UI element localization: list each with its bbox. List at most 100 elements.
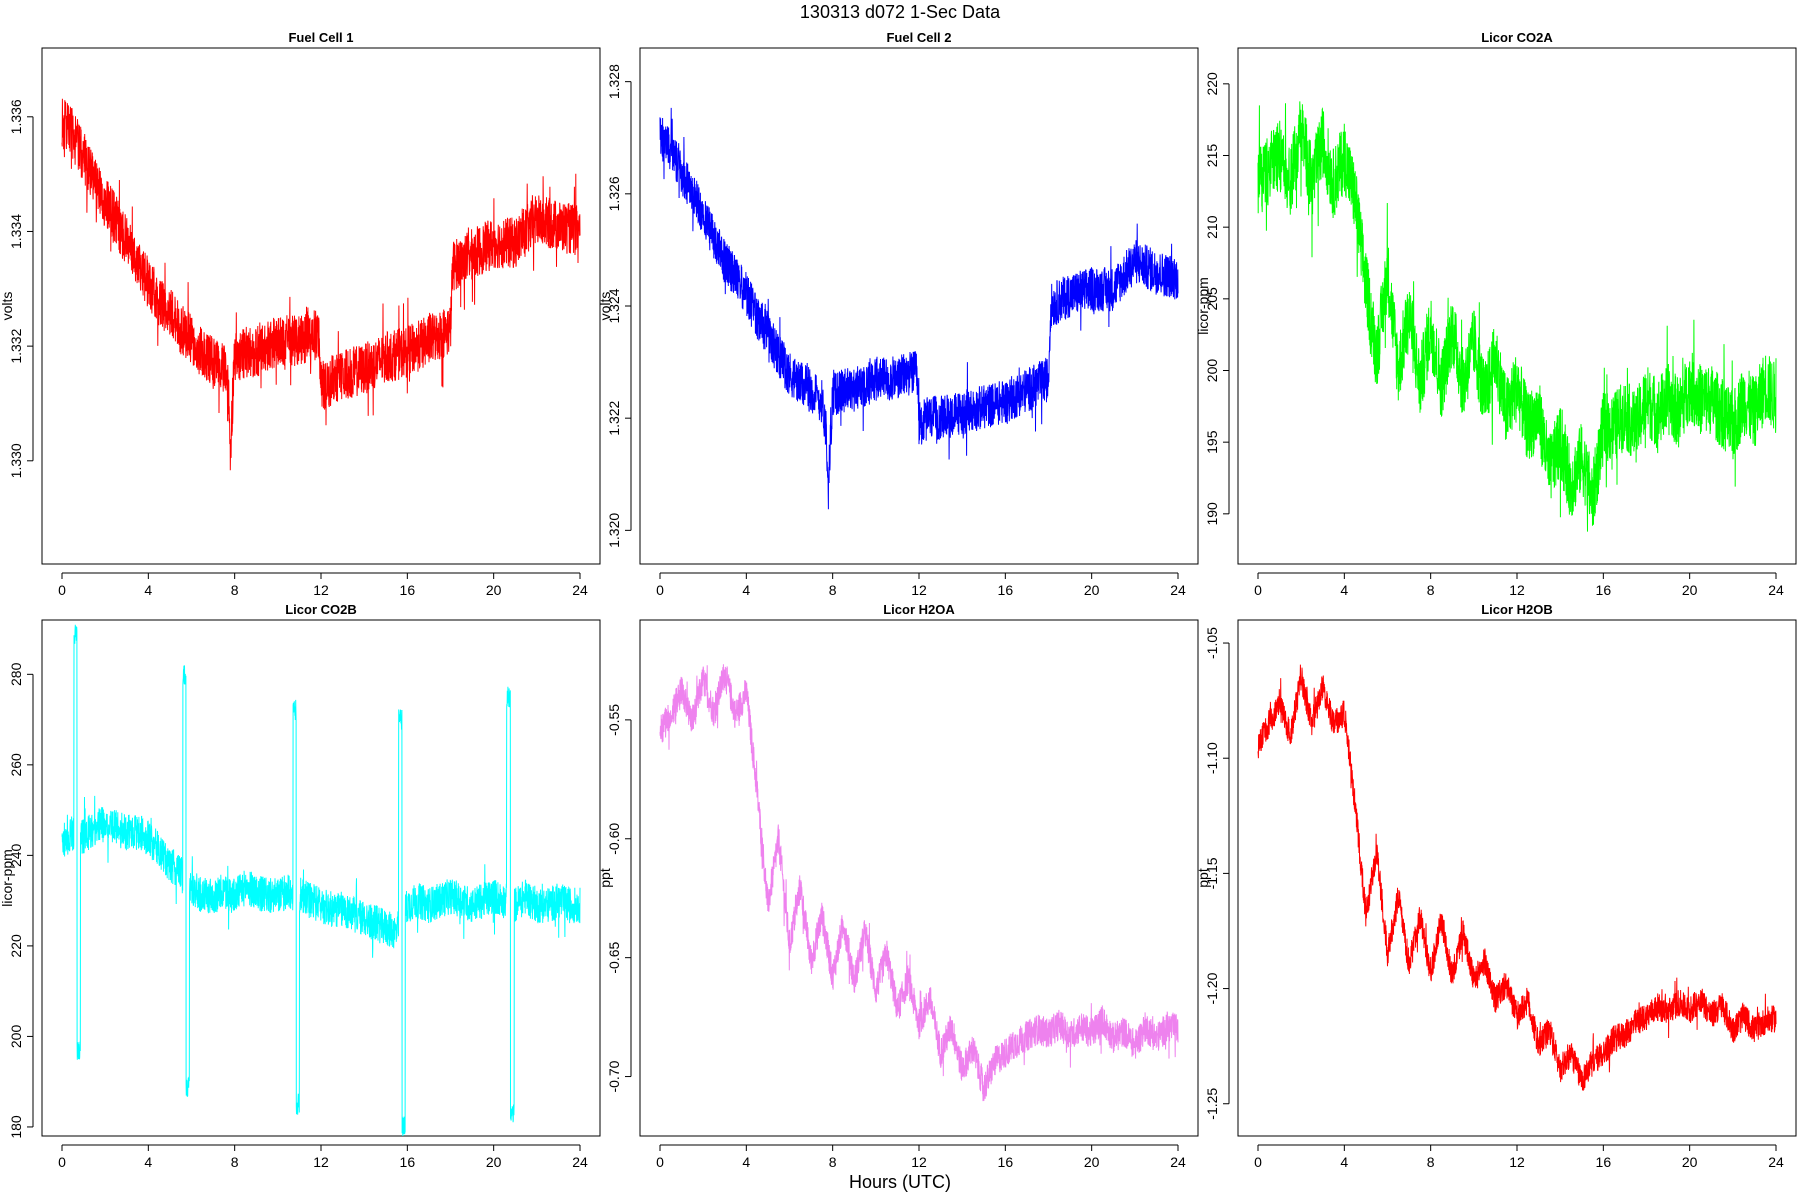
y-tick-label: 1.320	[606, 513, 622, 548]
plot-frame	[1237, 619, 1797, 1137]
x-tick-label: 12	[911, 582, 927, 598]
y-axis-label: volts	[597, 292, 613, 321]
panel-title: Licor CO2B	[285, 602, 357, 617]
x-tick-label: 24	[1768, 1154, 1784, 1170]
x-tick-label: 4	[1340, 1154, 1348, 1170]
x-tick-label: 16	[1596, 582, 1612, 598]
x-tick-label: 20	[1084, 582, 1100, 598]
y-axis-label: licor-ppm	[1195, 277, 1211, 335]
panel-licor-co2b: Licor CO2B licor-ppm 0 4 8 12 16 20 24 180 200 220 2…	[0, 602, 601, 1170]
x-tick-label: 8	[1427, 1154, 1435, 1170]
y-tick-label: -1.05	[1204, 627, 1220, 659]
y-tick-label: 1.330	[8, 443, 24, 478]
plot-frame	[41, 47, 601, 565]
x-tick-label: 4	[144, 1154, 152, 1170]
x-tick-label: 16	[400, 1154, 416, 1170]
plot-frame	[639, 47, 1199, 565]
y-tick-label: 1.328	[606, 64, 622, 99]
panel-title: Fuel Cell 2	[886, 30, 951, 45]
plot-frame	[1237, 47, 1797, 565]
x-tick-label: 24	[1170, 582, 1186, 598]
y-tick-label: 1.334	[8, 214, 24, 249]
panel-fuel-cell-1: Fuel Cell 1 volts 0 4 8 12 16 20 24 1.330 1.332 1.3…	[0, 30, 601, 598]
series-line-fuel-cell-2	[659, 107, 1179, 510]
x-tick-label: 8	[231, 582, 239, 598]
x-tick-label: 12	[911, 1154, 927, 1170]
y-tick-label: 1.336	[8, 99, 24, 134]
x-tick-label: 8	[829, 582, 837, 598]
y-tick-label: 220	[8, 934, 24, 958]
x-tick-label: 0	[656, 1154, 664, 1170]
series-line-licor-h2ob	[1257, 664, 1777, 1091]
y-tick-label: 195	[1204, 430, 1220, 454]
y-tick-label: -1.10	[1204, 742, 1220, 774]
x-tick-label: 4	[742, 1154, 750, 1170]
x-tick-label: 12	[313, 1154, 329, 1170]
y-axis-label: ppt	[1195, 868, 1211, 888]
y-tick-label: 200	[8, 1025, 24, 1049]
x-tick-label: 0	[58, 582, 66, 598]
y-axis-label: volts	[0, 292, 15, 321]
x-tick-label: 20	[486, 1154, 502, 1170]
series-line-licor-co2a	[1257, 101, 1777, 532]
x-tick-label: 8	[1427, 582, 1435, 598]
panel-licor-co2a: Licor CO2A licor-ppm 0 4 8 12 16 20 24 190 195 200 2…	[1195, 30, 1797, 598]
series-line-fuel-cell-1	[61, 98, 581, 471]
x-tick-label: 4	[742, 582, 750, 598]
panel-licor-h2oa: Licor H2OA ppt 0 4 8 12 16 20 24 -0.70 -0.65 -0.60 -…	[597, 602, 1199, 1170]
y-tick-label: -0.65	[606, 941, 622, 973]
x-tick-label: 20	[1084, 1154, 1100, 1170]
x-tick-label: 24	[1170, 1154, 1186, 1170]
x-tick-label: 0	[58, 1154, 66, 1170]
series-line-licor-co2b	[61, 624, 581, 1136]
x-tick-label: 16	[400, 582, 416, 598]
x-tick-label: 8	[231, 1154, 239, 1170]
y-tick-label: -0.70	[606, 1060, 622, 1092]
y-tick-label: 1.324	[606, 288, 622, 323]
x-tick-label: 12	[313, 582, 329, 598]
y-tick-label: 205	[1204, 287, 1220, 311]
x-tick-label: 12	[1509, 582, 1525, 598]
plot-frame	[41, 619, 601, 1137]
x-tick-label: 4	[1340, 582, 1348, 598]
y-tick-label: 215	[1204, 144, 1220, 168]
series-line-licor-h2oa	[659, 664, 1179, 1102]
y-tick-label: 1.326	[606, 176, 622, 211]
y-tick-label: 180	[8, 1115, 24, 1139]
panel-title: Licor CO2A	[1481, 30, 1553, 45]
x-tick-label: 0	[1254, 1154, 1262, 1170]
y-tick-label: -1.20	[1204, 972, 1220, 1004]
y-tick-label: 240	[8, 843, 24, 867]
y-tick-label: -0.60	[606, 823, 622, 855]
x-tick-label: 20	[1682, 1154, 1698, 1170]
y-tick-label: 260	[8, 753, 24, 777]
y-tick-label: 190	[1204, 502, 1220, 526]
panel-title: Licor H2OA	[883, 602, 955, 617]
y-axis-label: licor-ppm	[0, 849, 15, 907]
y-tick-label: -0.55	[606, 704, 622, 736]
y-tick-label: 1.322	[606, 400, 622, 435]
panel-fuel-cell-2: Fuel Cell 2 volts 0 4 8 12 16 20 24 1.320 1.322 1.3…	[597, 30, 1199, 598]
x-tick-label: 12	[1509, 1154, 1525, 1170]
x-tick-label: 20	[486, 582, 502, 598]
y-axis-label: ppt	[597, 868, 613, 888]
y-tick-label: 220	[1204, 72, 1220, 96]
x-tick-label: 24	[572, 582, 588, 598]
x-tick-label: 16	[998, 1154, 1014, 1170]
x-tick-label: 16	[998, 582, 1014, 598]
x-tick-label: 24	[1768, 582, 1784, 598]
y-tick-label: -1.25	[1204, 1088, 1220, 1120]
y-tick-label: 1.332	[8, 328, 24, 363]
y-tick-label: 200	[1204, 359, 1220, 383]
x-tick-label: 24	[572, 1154, 588, 1170]
x-tick-label: 16	[1596, 1154, 1612, 1170]
y-tick-label: 210	[1204, 215, 1220, 239]
x-tick-label: 4	[144, 582, 152, 598]
x-tick-label: 0	[1254, 582, 1262, 598]
plot-frame	[639, 619, 1199, 1137]
panel-licor-h2ob: Licor H2OB ppt 0 4 8 12 16 20 24 -1.25 -1.20 -1.15 -…	[1195, 602, 1797, 1170]
y-tick-label: -1.15	[1204, 857, 1220, 889]
figure-title: 130313 d072 1-Sec Data	[800, 2, 1001, 22]
panel-title: Fuel Cell 1	[288, 30, 353, 45]
